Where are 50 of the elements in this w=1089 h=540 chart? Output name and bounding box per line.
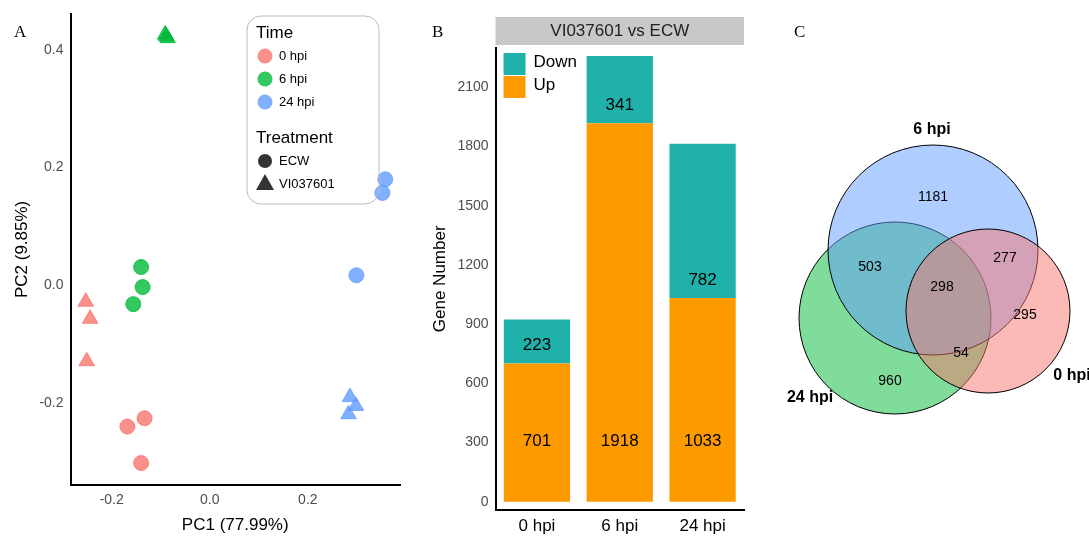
y-tick-label: 900 xyxy=(465,315,489,332)
legend-label: Up xyxy=(533,74,556,94)
category-label: 0 hpi xyxy=(1053,366,1089,384)
text: 298 xyxy=(930,277,954,294)
text: C xyxy=(794,21,806,41)
y-tick-label: 300 xyxy=(465,433,489,450)
category-label: 6 hpi xyxy=(913,120,951,138)
annotation: Treatment xyxy=(256,127,334,147)
y-tick-label: 0.2 xyxy=(44,158,64,175)
data-label: 782 xyxy=(688,269,717,289)
y-tick-label: 1800 xyxy=(457,137,489,154)
y-tick-label: 1500 xyxy=(457,196,489,213)
y-axis-title: Gene Number xyxy=(429,225,449,333)
data-label: 341 xyxy=(605,95,634,115)
annotation: VI037601 xyxy=(279,175,335,191)
legend-label: 24 hpi xyxy=(279,93,315,109)
data-label: 701 xyxy=(522,431,552,451)
x-tick-label: 6 hpi xyxy=(601,516,639,536)
text: 277 xyxy=(993,248,1017,265)
legend-label: Down xyxy=(533,51,578,71)
y-tick-label: 0 xyxy=(480,492,489,509)
x-tick-label: -0.2 xyxy=(99,491,124,508)
x-tick-label: 0 hpi xyxy=(518,516,556,536)
text: 503 xyxy=(858,257,882,274)
x-tick-label: 0.2 xyxy=(298,491,318,508)
text: 295 xyxy=(1013,305,1037,322)
y-tick-label: 1200 xyxy=(457,255,489,272)
data-label: 1033 xyxy=(683,431,722,451)
text: 54 xyxy=(953,343,969,360)
chart-subtitle: B xyxy=(432,21,444,41)
x-axis-title: PC1 (77.99%) xyxy=(181,515,289,535)
x-tick-label: 24 hpi xyxy=(679,516,726,536)
y-axis-title: PC2 (9.85%) xyxy=(11,200,31,299)
y-tick-label: -0.2 xyxy=(39,393,64,410)
text: A xyxy=(14,21,27,41)
legend-label: 6 hpi xyxy=(279,70,308,86)
annotation: ECW xyxy=(279,152,311,168)
chart-title: VI037601 vs ECW xyxy=(550,20,690,40)
y-tick-label: 600 xyxy=(465,374,489,391)
data-label: 223 xyxy=(522,335,552,355)
text: 960 xyxy=(878,371,902,388)
text: 1181 xyxy=(917,187,949,204)
category-label: 24 hpi xyxy=(786,388,834,406)
legend-label: 0 hpi xyxy=(279,47,308,63)
y-tick-label: 2100 xyxy=(457,78,489,95)
y-tick-label: 0.0 xyxy=(44,276,64,293)
data-label: 1918 xyxy=(600,431,639,451)
legend-title: Time xyxy=(256,22,294,42)
x-tick-label: 0.0 xyxy=(200,491,220,508)
y-tick-label: 0.4 xyxy=(44,40,64,57)
